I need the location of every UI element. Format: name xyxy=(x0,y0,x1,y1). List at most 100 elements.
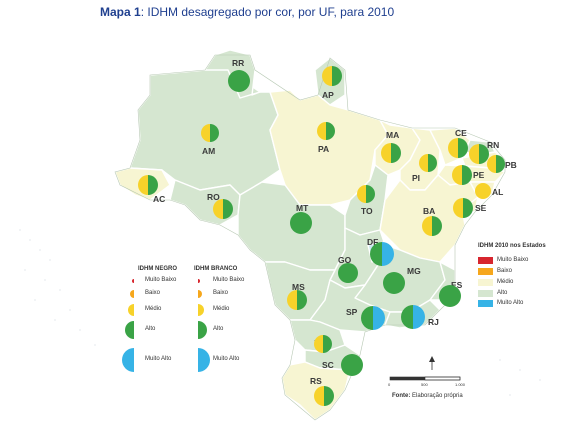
state-label-ba: BA xyxy=(423,206,436,216)
pie-ro-branco xyxy=(223,199,233,219)
pie-ac xyxy=(138,175,158,195)
state-label-mt: MT xyxy=(296,203,309,213)
legend-negro-title: IDHM NEGRO xyxy=(138,266,177,272)
scale-bar-label-0: 0 xyxy=(388,382,391,387)
pie-pe-branco xyxy=(462,165,472,185)
state-label-rr: RR xyxy=(232,58,245,68)
legend-estados-label-medio: Médio xyxy=(497,279,514,285)
pie-am-negro xyxy=(201,124,210,142)
pie-pb-branco xyxy=(496,155,505,173)
pie-rs-branco xyxy=(324,386,334,406)
pie-al-negro xyxy=(475,183,483,199)
pie-sp xyxy=(361,306,385,330)
pie-ba xyxy=(422,216,442,236)
state-label-rs: RS xyxy=(310,376,322,386)
legend-estados-label-muito_alto: Muito Alto xyxy=(497,300,524,306)
pie-ce-branco xyxy=(458,138,468,158)
legend-estados-label-muito_baixo: Muito Baixo xyxy=(497,257,529,263)
state-label-am: AM xyxy=(202,146,216,156)
pie-df-branco xyxy=(382,242,394,266)
legend-negro-pie-baixo xyxy=(130,290,134,298)
pie-rr-branco xyxy=(239,70,250,92)
legend-negro-pie-alto xyxy=(125,321,134,339)
legend-branco-pie-muito_baixo xyxy=(198,279,200,283)
pie-pi-branco xyxy=(428,154,437,172)
pie-al xyxy=(475,183,491,199)
pie-ac-negro xyxy=(138,175,148,195)
pie-pr xyxy=(314,335,332,353)
state-label-pi: PI xyxy=(412,173,421,183)
pie-ro xyxy=(213,199,233,219)
pie-pe-negro xyxy=(452,165,462,185)
pie-rj-branco xyxy=(413,305,425,329)
map-title: Mapa 1: IDHM desagregado por cor, por UF… xyxy=(100,5,394,19)
pie-ma-negro xyxy=(381,143,391,163)
pie-mt xyxy=(290,212,312,234)
pie-ac-branco xyxy=(148,175,158,195)
pie-ba-negro xyxy=(422,216,432,236)
pie-go-branco xyxy=(348,263,358,283)
pie-to-negro xyxy=(357,185,366,203)
scale-bar: 0 500 1.000 xyxy=(388,376,466,387)
legend-negro-pie-muito_baixo xyxy=(132,279,134,283)
pie-pr-negro xyxy=(314,335,323,353)
pie-sc-negro xyxy=(341,354,352,376)
state-label-ro: RO xyxy=(207,192,220,202)
source-note: Fonte: Elaboração própria xyxy=(392,393,463,399)
pie-ap-negro xyxy=(322,66,332,86)
pie-pa-negro xyxy=(317,122,326,140)
legend-negro-pie-alto-negro xyxy=(125,321,134,339)
north-arrow-icon xyxy=(429,356,435,370)
pie-go xyxy=(338,263,358,283)
pie-pb xyxy=(487,155,505,173)
state-label-se: SE xyxy=(475,203,487,213)
pie-rs-negro xyxy=(314,386,324,406)
pie-pr-branco xyxy=(323,335,332,353)
state-label-ce: CE xyxy=(455,128,467,138)
pie-es-negro xyxy=(439,285,450,307)
legend-estados-label-baixo: Baixo xyxy=(497,268,513,274)
legend-negro-pie-baixo-negro xyxy=(130,290,134,298)
state-label-al: AL xyxy=(492,187,504,197)
state-label-pb: PB xyxy=(505,160,517,170)
legend-negro-label-medio: Médio xyxy=(145,306,162,312)
pie-sc-branco xyxy=(352,354,363,376)
legend-branco-label-alto: Alto xyxy=(213,326,224,332)
pie-mt-branco xyxy=(301,212,312,234)
legend-branco-pie-medio-branco xyxy=(198,304,204,316)
legend-branco-label-muito_baixo: Muito Baixo xyxy=(213,277,245,283)
state-label-mg: MG xyxy=(407,266,421,276)
pie-ce xyxy=(448,138,468,158)
pie-mt-negro xyxy=(290,212,301,234)
pie-rr-negro xyxy=(228,70,239,92)
pie-ma-branco xyxy=(391,143,401,163)
legend-branco-pie-medio xyxy=(198,304,204,316)
pie-ma xyxy=(381,143,401,163)
pie-mg xyxy=(383,272,405,294)
legend-branco-pie-muito_alto xyxy=(198,348,210,372)
pie-pb-negro xyxy=(487,155,496,173)
state-label-df: DF xyxy=(367,237,379,247)
pie-rn xyxy=(469,144,489,164)
legend-estados-swatch-muito_alto xyxy=(478,300,493,307)
pie-pa-branco xyxy=(326,122,335,140)
state-label-pe: PE xyxy=(473,170,485,180)
legend-branco-pie-alto xyxy=(198,321,207,339)
legend-branco-label-medio: Médio xyxy=(213,306,230,312)
state-label-pa: PA xyxy=(318,144,330,154)
legend-negro-pie-medio-negro xyxy=(128,304,134,316)
legend-estados-title: IDHM 2010 nos Estados xyxy=(478,243,546,249)
pie-df-negro xyxy=(370,242,382,266)
state-label-ms: MS xyxy=(292,282,305,292)
pie-ro-negro xyxy=(213,199,223,219)
state-label-ap: AP xyxy=(322,90,334,100)
source-text: Elaboração própria xyxy=(410,393,463,399)
pie-es-branco xyxy=(450,285,461,307)
pie-es xyxy=(439,285,461,307)
legend-negro-label-alto: Alto xyxy=(145,326,156,332)
legend-estados-swatch-alto xyxy=(478,290,493,297)
pie-ms xyxy=(287,290,307,310)
legend-negro-label-baixo: Baixo xyxy=(145,290,161,296)
pie-rr xyxy=(228,70,250,92)
